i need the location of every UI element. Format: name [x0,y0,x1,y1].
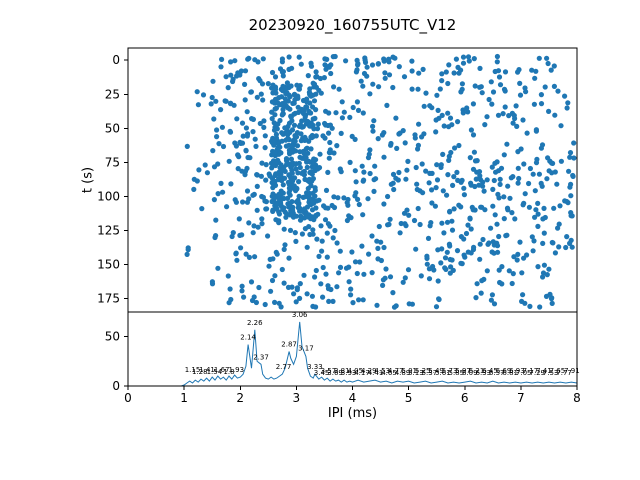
scatter-ytick-label: 0 [112,53,120,67]
peak-annotation-label: 3.57 [321,367,337,375]
peak-annotation-label: 5.13 [408,369,424,377]
hist-xtick-label: 3 [293,391,301,405]
peak-annotation-label: 2.26 [247,319,263,327]
peak-annotation-label: 2.37 [253,353,269,361]
chart-title: 20230920_160755UTC_V12 [248,16,457,34]
peak-annotation-label: 7.05 [516,369,532,377]
hist-xtick-label: 7 [517,391,525,405]
peak-annotation-label: 1.8 [223,368,234,376]
peak-annotation-label: 1.54 [207,368,223,376]
scatter-ytick-label: 150 [97,257,120,271]
peak-annotation-label: 7.91 [564,367,580,375]
peak-annotation-label: 3.45 [314,369,330,377]
peak-annotation-label: 6.81 [502,369,518,377]
peak-annotation-label: 3.17 [298,345,314,353]
peak-annotation-label: 5.37 [422,369,438,377]
peak-annotation-label: 7.17 [523,367,539,375]
hist-x-axis-label: IPI (ms) [327,406,378,421]
peak-annotation-label: 5.01 [401,367,417,375]
hist-xtick-label: 6 [461,391,469,405]
peak-annotations: 2.26 2.14 3.06 2.87 3.17 2.37 2.77 3.33 1.151.28… [185,311,580,377]
peak-annotation-label: 3.33 [307,363,323,371]
scatter-ytick-label: 175 [97,291,120,305]
peak-annotation-label: 4.05 [348,367,364,375]
peak-annotation-label: 4.41 [368,369,384,377]
peak-annotation-label: 6.33 [476,369,492,377]
peak-annotation-label: 6.45 [482,367,498,375]
peak-annotation-label: 1.67 [214,366,230,374]
peak-annotation-label: 7.29 [529,369,545,377]
peak-annotation-label: 5.49 [428,367,444,375]
peak-annotation-label: 5.25 [415,367,431,375]
peak-annotation-label: 2.14 [240,334,256,342]
scatter-ytick-label: 100 [97,189,120,203]
peak-annotation-label: 6.21 [469,367,485,375]
scatter-ytick-label: 25 [105,87,120,101]
peak-annotation-label: 7.65 [550,367,566,375]
peak-annotation-label: 1.15 [185,366,201,374]
peak-annotation-label: 3.81 [334,367,350,375]
hist-xtick-label: 1 [180,391,188,405]
hist-xtick-label: 8 [573,391,581,405]
peak-annotation-label: 3.06 [292,311,308,319]
hist-xtick-label: 0 [124,391,132,405]
hist-xtick-label: 4 [349,391,357,405]
scatter-points [184,53,577,310]
axis-ticks: 0 25 50 75 100 125 150 175 0 50 0 1 2 3 4 5 6 7 8 [97,53,581,405]
peak-annotation-label: 5.85 [449,369,465,377]
ipi-histogram-line [128,321,578,387]
peak-annotation-label: 3.69 [327,369,343,377]
peak-annotation-label: 6.69 [496,367,512,375]
peak-annotation-label: 2.77 [276,363,292,371]
peak-annotation-label: 1.93 [229,366,245,374]
peak-annotation-label: 4.89 [395,369,411,377]
hist-xtick-label: 2 [236,391,244,405]
peak-annotation-label: 5.97 [455,367,471,375]
peak-annotation-label: 6.09 [462,369,478,377]
peak-annotation-label: 2.87 [281,341,297,349]
peak-annotation-label: 5.73 [442,367,458,375]
scatter-ytick-label: 50 [105,121,120,135]
peak-annotation-label: 5.61 [435,369,451,377]
hist-ytick-label: 50 [105,330,120,344]
peak-annotation-label: 4.29 [361,367,377,375]
peak-annotation-label: 7.77 [556,369,572,377]
peak-annotation-label: 1.41 [199,366,215,374]
scatter-ytick-label: 125 [97,223,120,237]
peak-annotation-label: 4.53 [374,367,390,375]
peak-annotation-label: 3.93 [341,369,357,377]
peak-annotation-label: 7.53 [543,369,559,377]
peak-annotation-label: 6.93 [509,367,525,375]
peak-annotation-label: 4.17 [354,369,370,377]
peak-annotation-label: 1.28 [192,368,208,376]
peak-annotation-label: 4.77 [388,367,404,375]
hist-xtick-label: 5 [405,391,413,405]
peak-annotation-label: 4.65 [381,369,397,377]
hist-ytick-label: 0 [112,379,120,393]
peak-annotation-label: 6.57 [489,369,505,377]
scatter-ytick-label: 75 [105,155,120,169]
peak-annotation-label: 7.41 [536,367,552,375]
